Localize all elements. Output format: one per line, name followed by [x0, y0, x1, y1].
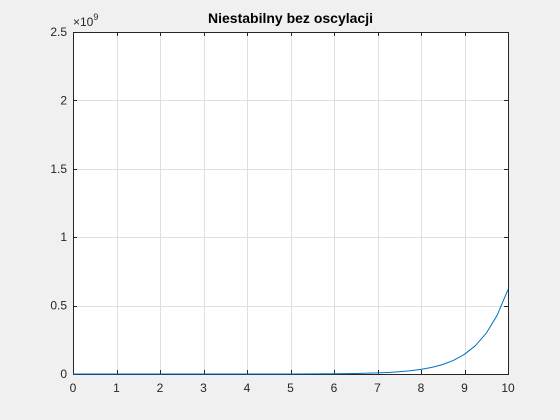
x-tick-label: 2 — [157, 381, 164, 395]
x-tick-label: 3 — [200, 381, 207, 395]
x-tick-label: 1 — [113, 381, 120, 395]
y-tick-label: 0.5 — [50, 299, 67, 313]
plot-area — [73, 32, 508, 374]
x-tick-label: 7 — [374, 381, 381, 395]
y-tick-label: 2 — [60, 93, 67, 107]
chart-title: Niestabilny bez oscylacji — [208, 10, 373, 26]
x-tick-label: 0 — [70, 381, 77, 395]
y-tick-label: 1.5 — [50, 162, 67, 176]
series-line — [73, 289, 509, 375]
grid — [73, 32, 508, 374]
y-tick-label: 0 — [60, 367, 67, 381]
x-tick-label: 5 — [287, 381, 294, 395]
x-tick-label: 9 — [461, 381, 468, 395]
x-tick-label: 10 — [501, 381, 515, 395]
y-exponent-label: ×109 — [73, 12, 98, 29]
y-tick-label: 2.5 — [50, 25, 67, 39]
y-exponent-base: ×10 — [73, 15, 94, 29]
x-tick-label: 8 — [418, 381, 425, 395]
y-tick-label: 1 — [60, 230, 67, 244]
x-tick-label: 4 — [244, 381, 251, 395]
y-exponent-power: 9 — [93, 12, 98, 22]
series-layer — [73, 289, 509, 375]
ticks: 0 1 2 3 4 5 6 7 8 9 10 0 0.5 1 1.5 2 2.5 — [50, 25, 515, 395]
x-tick-label: 6 — [331, 381, 338, 395]
